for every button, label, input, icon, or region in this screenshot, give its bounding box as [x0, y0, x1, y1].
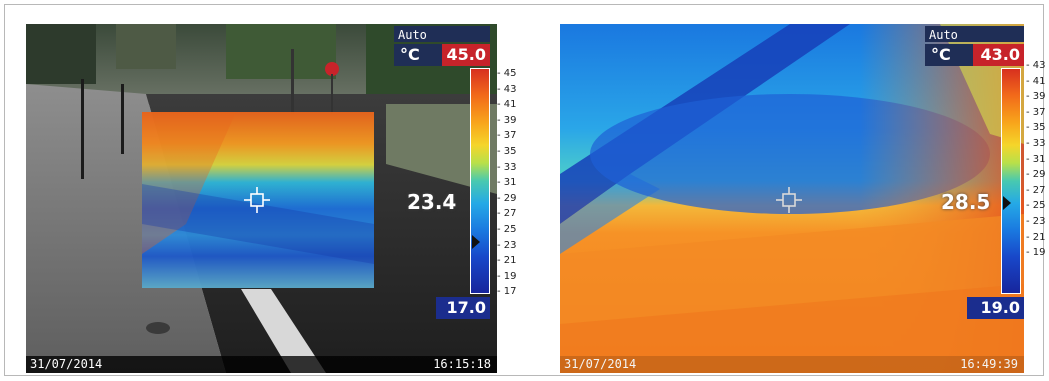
info-footer: 31/07/2014 16:15:18 [26, 356, 497, 373]
max-temp-label: 43.0 [973, 44, 1024, 66]
mode-label: Auto [394, 26, 490, 42]
color-scale-bar [1001, 68, 1021, 294]
thermal-image-panel-left: Auto °C 45.0 17.0 23.4 31/07/2014 16:15:… [26, 24, 497, 373]
scale-tick-label: - 29 [497, 192, 517, 204]
scale-tick-label: - 23 [497, 239, 517, 251]
scale-tick-label: - 21 [1026, 231, 1046, 243]
crosshair-icon [244, 187, 270, 213]
scale-tick-label: - 33 [1026, 138, 1046, 149]
crosshair-icon [776, 187, 802, 213]
scale-tick-label: - 37 [497, 130, 517, 142]
scale-tick-label: - 37 [1026, 106, 1046, 118]
date-label: 31/07/2014 [30, 357, 103, 371]
time-label: 16:49:39 [960, 357, 1018, 371]
spot-temperature: 28.5 [941, 190, 991, 214]
mode-label: Auto [925, 26, 1024, 42]
max-temp-label: 45.0 [442, 44, 490, 66]
scale-tick-label: - 33 [497, 161, 517, 173]
scale-tick-label: - 21 [497, 255, 517, 267]
scale-tick-label: - 27 [497, 208, 517, 220]
scale-tick-label: - 35 [1026, 122, 1046, 134]
scale-tick-label: - 39 [1026, 91, 1046, 103]
scale-tick-label: - 19 [497, 270, 517, 282]
scale-tick-label: - 43 [1026, 60, 1046, 71]
scale-tick-label: - 23 [1026, 216, 1046, 227]
scale-tick-label: - 27 [1026, 184, 1046, 196]
scale-pointer-icon [472, 235, 480, 249]
scale-tick-label: - 45 [497, 68, 517, 79]
thermal-image-panel-right: Auto °C 43.0 19.0 28.5 31/07/2014 16:49:… [560, 24, 1024, 373]
scale-tick-label: - 41 [497, 99, 517, 111]
scale-tick-label: - 25 [1026, 200, 1046, 212]
scale-tick-label: - 25 [497, 224, 517, 235]
color-scale-bar [470, 68, 490, 294]
time-label: 16:15:18 [433, 357, 491, 371]
temperature-scale-right: - 43 - 41 - 39 - 37 - 35 - 33 - 31 - 29 - 27 - 25… [1026, 60, 1049, 292]
unit-label: °C [925, 44, 973, 66]
min-temp-label: 19.0 [967, 297, 1024, 319]
info-footer: 31/07/2014 16:49:39 [560, 356, 1024, 373]
scale-tick-label: - 35 [497, 146, 517, 157]
photo-with-thermal-overlay [26, 24, 497, 373]
unit-label: °C [394, 44, 442, 66]
temperature-scale-left: - 45 - 43 - 41 - 39 - 37 - 35 - 33 - 31 - 29 - 27… [497, 68, 527, 300]
spot-temperature: 23.4 [407, 190, 457, 214]
min-temp-label: 17.0 [436, 297, 490, 319]
scale-tick-label: - 31 [1026, 153, 1046, 165]
scale-tick-label: - 19 [1026, 247, 1046, 259]
scale-tick-label: - 39 [497, 114, 517, 126]
scale-pointer-icon [1003, 196, 1011, 210]
date-label: 31/07/2014 [564, 357, 637, 371]
scale-tick-label: - 29 [1026, 169, 1046, 181]
scale-tick-label: - 17 [497, 286, 517, 298]
scale-tick-label: - 41 [1026, 75, 1046, 87]
scale-tick-label: - 31 [497, 177, 517, 189]
thermal-image [560, 24, 1024, 373]
scale-tick-label: - 43 [497, 83, 517, 95]
